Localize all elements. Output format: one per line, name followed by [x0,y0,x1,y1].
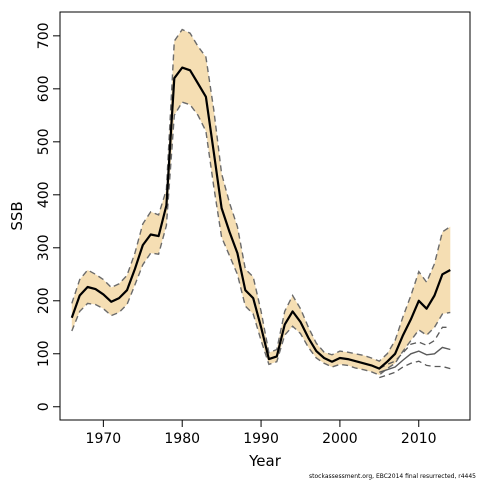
x-tick-label: 1990 [243,431,279,447]
x-tick-label: 1980 [164,431,200,447]
credit-text: stockassessment.org, EBC2014 final resur… [309,473,476,480]
y-tick-label: 0 [36,402,52,411]
upper-bound-line [71,28,451,363]
y-tick-label: 600 [36,75,52,102]
y-tick-label: 400 [36,181,52,208]
retrospective-lower-line [379,360,451,379]
lower-bound-line [71,101,451,376]
series-line-layer [70,28,451,379]
x-axis-title: Year [248,452,282,470]
y-tick-label: 500 [36,128,52,155]
x-tick-label: 2000 [322,431,358,447]
y-axis-title: SSB [8,201,26,230]
ssb-estimate-line [70,66,451,370]
y-tick-label: 200 [36,287,52,314]
y-tick-label: 300 [36,234,52,261]
plot-frame [59,11,471,421]
y-axis: 0 100 200 300 400 500 600 700 [36,22,60,411]
x-tick-label: 1970 [86,431,122,447]
x-axis: 1970 1980 1990 2000 2010 [86,420,437,447]
x-tick-label: 2010 [401,431,437,447]
y-tick-label: 700 [36,22,52,49]
retrospective-estimate-line [379,346,451,373]
retrospective-upper-line [378,326,451,370]
y-tick-label: 100 [36,340,52,367]
